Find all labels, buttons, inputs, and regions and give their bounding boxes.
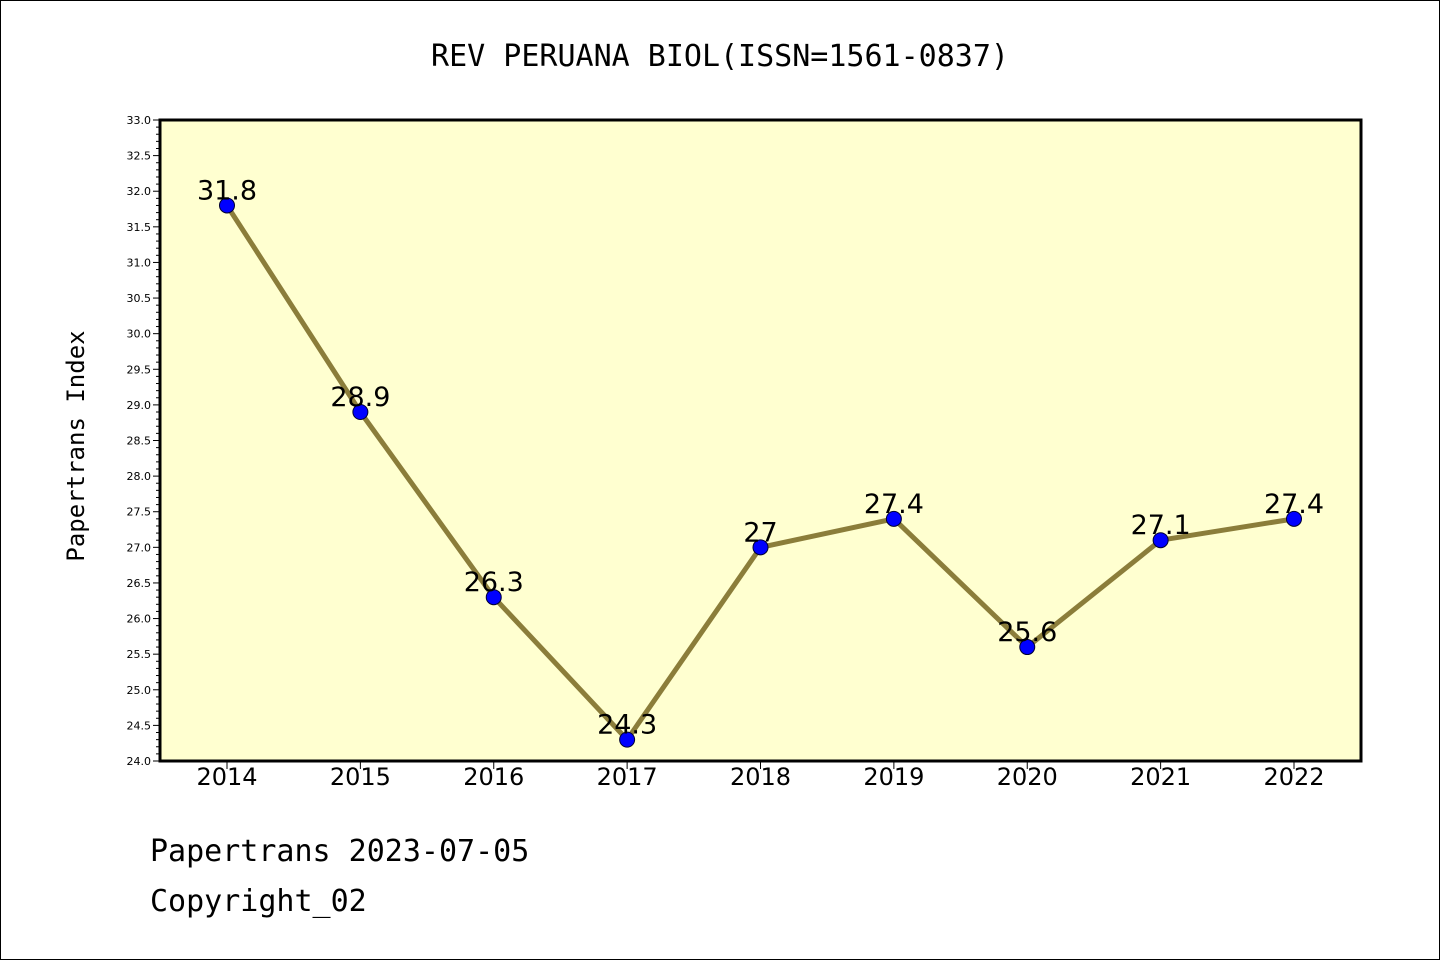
data-label: 27.4 xyxy=(1264,489,1324,520)
data-label: 24.3 xyxy=(597,710,657,741)
y-tick-label: 33.0 xyxy=(127,114,152,127)
y-tick-label: 32.0 xyxy=(127,185,152,198)
x-tick-label: 2016 xyxy=(463,763,524,791)
x-tick-label: 2022 xyxy=(1263,763,1324,791)
plot-border xyxy=(158,118,1363,763)
y-tick-label: 28.5 xyxy=(127,435,152,448)
x-tick-label: 2020 xyxy=(997,763,1058,791)
x-tick-label: 2017 xyxy=(597,763,658,791)
y-tick-label: 24.0 xyxy=(127,755,152,768)
y-tick-label: 26.0 xyxy=(127,613,152,626)
plot-area xyxy=(160,120,1361,761)
x-tick-label: 2021 xyxy=(1130,763,1191,791)
x-tick-label: 2019 xyxy=(863,763,924,791)
data-point xyxy=(219,197,235,214)
y-tick-label: 27.5 xyxy=(127,506,152,519)
y-tick-label: 29.5 xyxy=(127,363,152,376)
y-tick-label: 24.5 xyxy=(127,719,152,732)
data-point xyxy=(885,510,902,527)
y-tick-label: 32.5 xyxy=(127,150,152,163)
data-point xyxy=(619,731,636,748)
y-tick-label: 27.0 xyxy=(127,541,152,554)
x-tick-label: 2014 xyxy=(196,763,257,791)
data-label: 25.6 xyxy=(997,617,1057,648)
data-point xyxy=(1152,532,1169,549)
footer-copyright: Copyright_02 xyxy=(150,884,367,919)
y-tick-label: 30.0 xyxy=(127,328,152,341)
data-point xyxy=(485,589,502,606)
x-tick-label: 2015 xyxy=(330,763,391,791)
data-point xyxy=(752,539,769,556)
data-label: 27.4 xyxy=(864,489,924,520)
chart-title: REV PERUANA BIOL(ISSN=1561-0837) xyxy=(431,39,1009,74)
data-point xyxy=(352,404,369,421)
y-tick-label: 31.5 xyxy=(127,221,152,234)
data-point xyxy=(1019,639,1036,656)
data-label: 26.3 xyxy=(464,567,524,598)
y-tick-label: 31.0 xyxy=(127,256,152,269)
x-axis: 2014 2015 2016 2017 2018 2019 2020 2021 2022 xyxy=(196,761,1325,791)
y-tick-label: 28.0 xyxy=(127,470,152,483)
y-tick-label: 29.0 xyxy=(127,399,152,412)
data-label: 27.1 xyxy=(1131,510,1191,541)
x-tick-label: 2018 xyxy=(730,763,791,791)
data-label: 27 xyxy=(743,517,777,548)
y-tick-label: 30.5 xyxy=(127,292,152,305)
data-label: 31.8 xyxy=(197,175,257,206)
footer-date: Papertrans 2023-07-05 xyxy=(150,834,530,869)
data-point xyxy=(1286,510,1302,527)
y-tick-label: 26.5 xyxy=(127,577,152,590)
series-group xyxy=(219,197,1302,748)
y-tick-label: 25.0 xyxy=(127,684,152,697)
data-label: 28.9 xyxy=(330,382,390,413)
data-labels-group: 31.8 28.9 26.3 24.3 27 27.4 25.6 27.1 27.4 xyxy=(197,175,1324,740)
y-axis: 24.0 24.5 25.0 25.5 26.0 26.5 27.0 27.5 28.0 28.5… xyxy=(127,114,160,768)
y-tick-label: 25.5 xyxy=(127,648,152,661)
y-axis-label: Papertrans Index xyxy=(62,330,90,561)
